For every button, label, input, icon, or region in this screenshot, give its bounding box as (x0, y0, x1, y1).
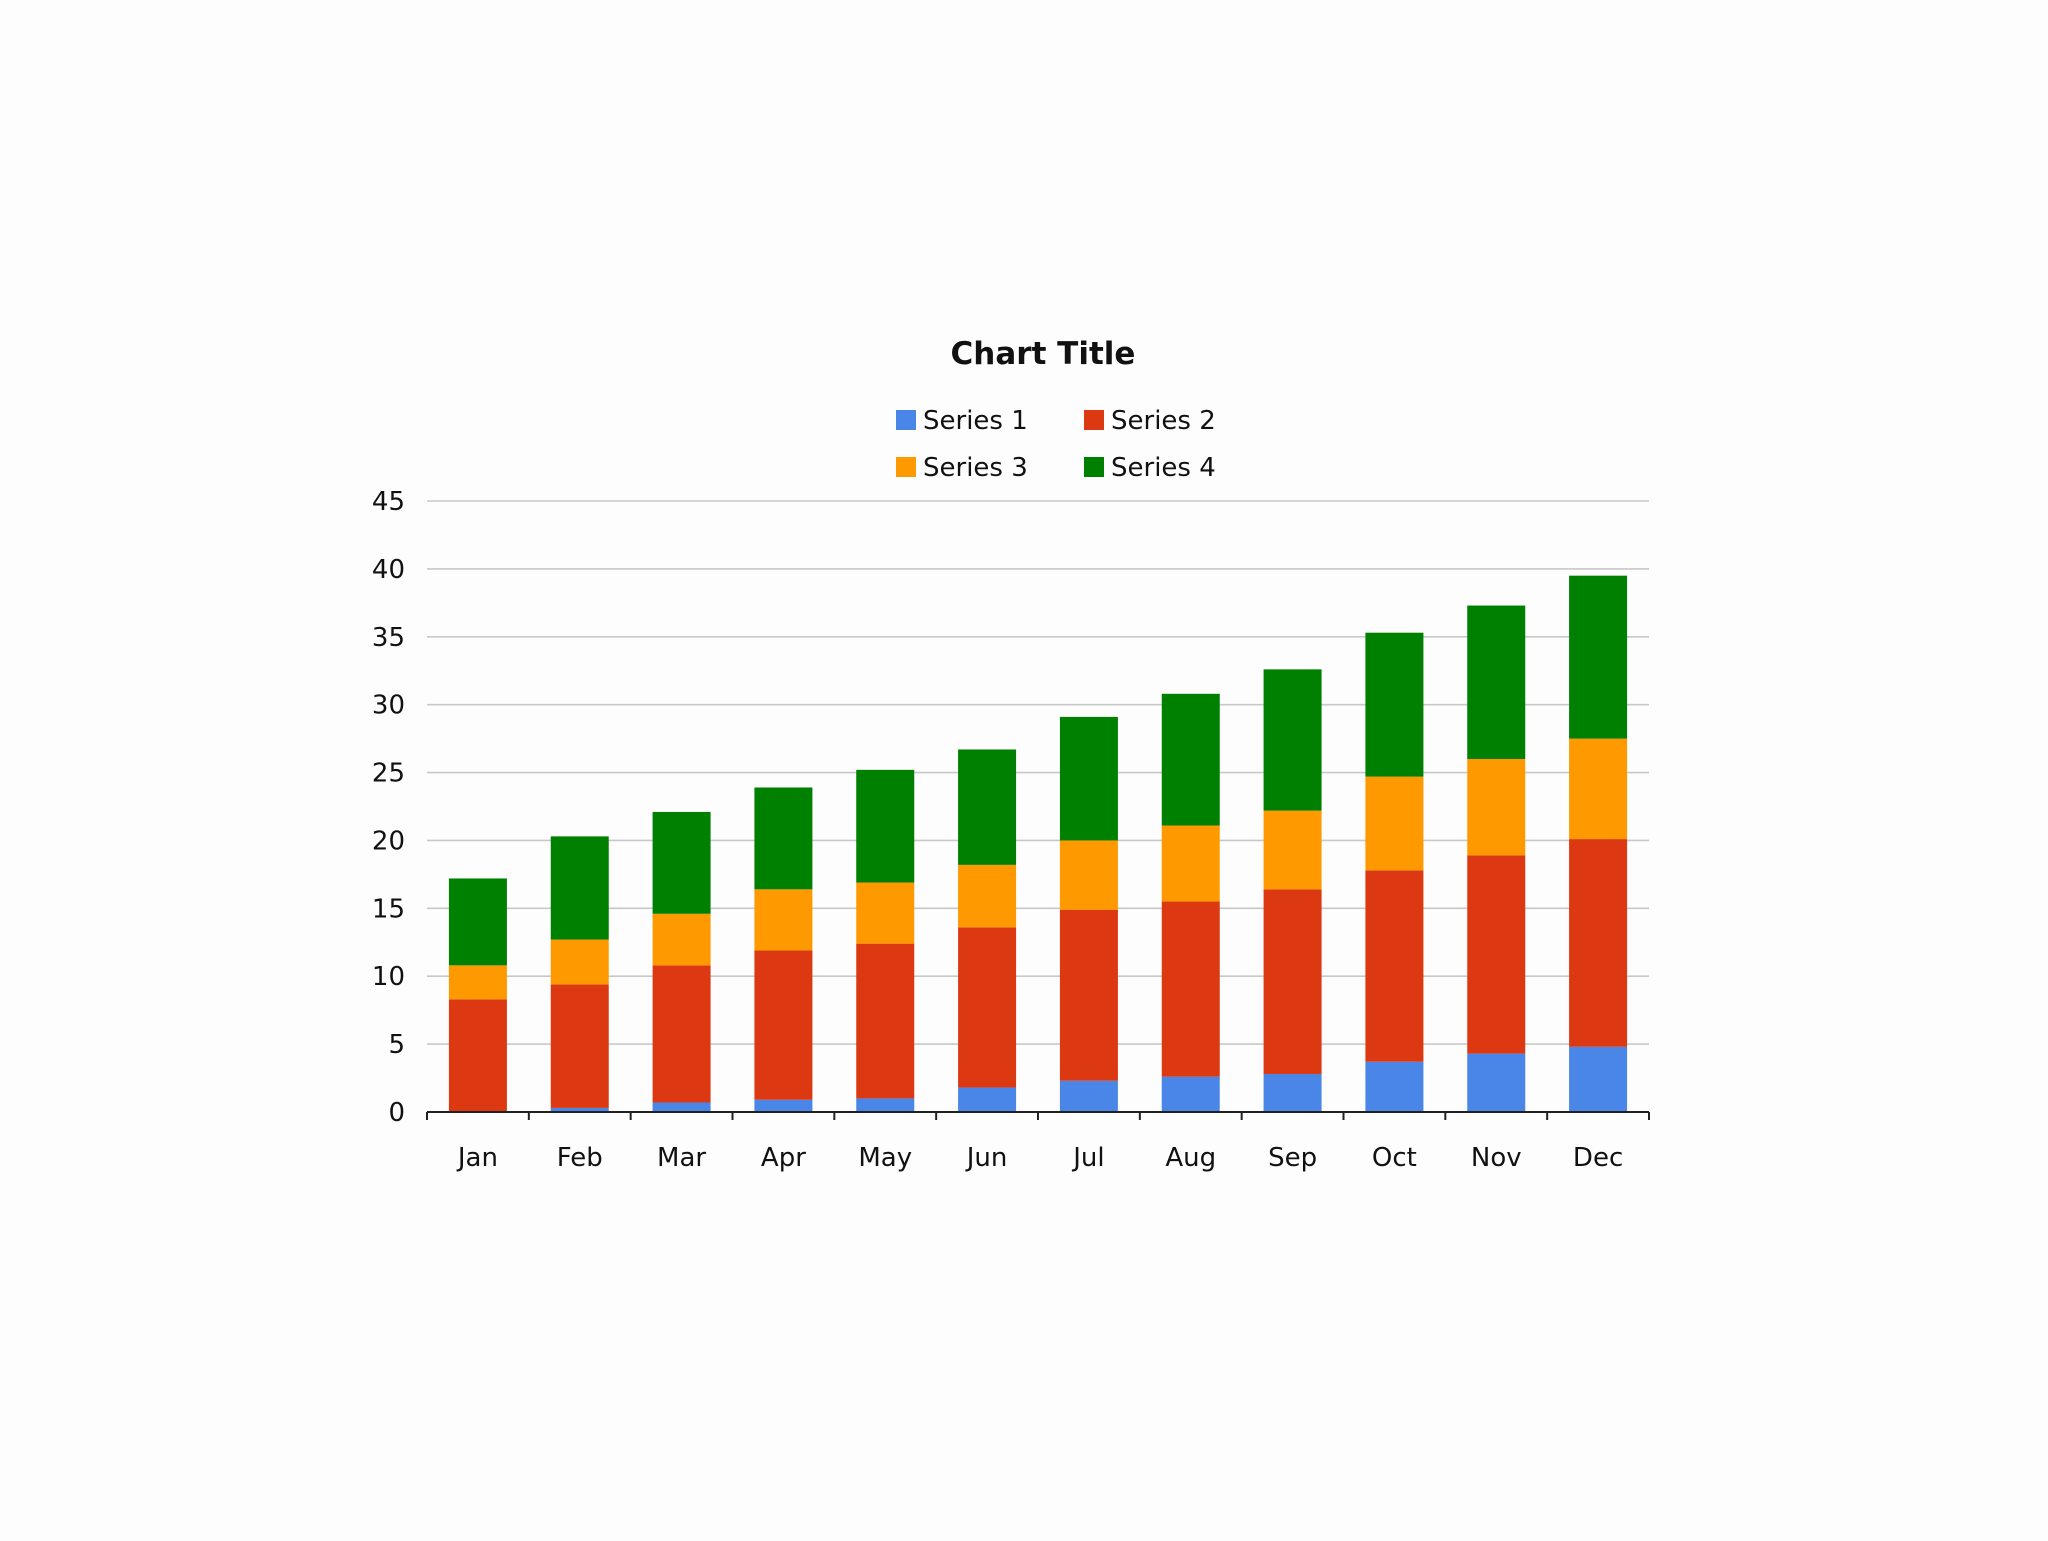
bar-segment-series-3-aug (1161, 825, 1220, 902)
x-tick-label-feb: Feb (557, 1143, 603, 1173)
legend-swatch (896, 410, 916, 430)
bar-segment-series-2-aug (1161, 901, 1220, 1077)
bar-segment-series-2-sep (1263, 889, 1322, 1074)
y-tick-label: 20 (372, 826, 405, 856)
x-tick-label-apr: Apr (761, 1143, 806, 1173)
gridlines (427, 500, 1649, 1045)
legend-item-series-2: Series 2 (1084, 406, 1216, 436)
bar-segment-series-3-jun (958, 864, 1017, 928)
bar-segment-series-4-feb (550, 836, 609, 940)
bar-segment-series-1-jun (958, 1087, 1017, 1112)
bar-segment-series-3-nov (1467, 758, 1526, 856)
x-tick-label-dec: Dec (1573, 1143, 1623, 1173)
x-tick-label-nov: Nov (1471, 1143, 1522, 1173)
y-tick-label: 15 (372, 894, 405, 924)
bar-segment-series-4-jul (1059, 716, 1118, 841)
bar-segment-series-1-sep (1263, 1073, 1322, 1112)
legend: Series 1 Series 2 Series 3 Series 4 (896, 406, 1216, 483)
bar-segment-series-2-may (856, 943, 915, 1099)
bar-segment-series-1-aug (1161, 1076, 1220, 1112)
bar-segment-series-1-jul (1059, 1080, 1118, 1112)
bar-segment-series-3-apr (754, 889, 813, 951)
x-tick-label-sep: Sep (1268, 1143, 1317, 1173)
bar-segment-series-1-dec (1569, 1046, 1628, 1112)
legend-swatch (1084, 457, 1104, 477)
bar-segment-series-4-mar (652, 811, 711, 914)
y-tick-label: 45 (372, 487, 405, 517)
bar-segment-series-1-apr (754, 1099, 813, 1112)
x-tick-label-oct: Oct (1372, 1143, 1417, 1173)
bar-segment-series-3-mar (652, 913, 711, 966)
y-axis-tick-labels: 0 5 10 15 20 25 30 35 40 45 (372, 487, 405, 1128)
bar-segment-series-2-mar (652, 965, 711, 1103)
bar-segment-series-3-dec (1569, 738, 1628, 840)
chart-title: Chart Title (951, 336, 1136, 372)
bar-segment-series-3-jul (1059, 840, 1118, 910)
legend-item-series-1: Series 1 (896, 406, 1028, 436)
bar-segment-series-1-feb (550, 1107, 609, 1112)
x-tick-label-aug: Aug (1165, 1143, 1216, 1173)
x-tick-label-mar: Mar (657, 1143, 706, 1173)
legend-label: Series 1 (923, 406, 1028, 436)
y-tick-label: 25 (372, 759, 405, 789)
y-tick-label: 5 (388, 1030, 405, 1060)
bar-segment-series-1-may (856, 1098, 915, 1112)
legend-label: Series 3 (923, 453, 1028, 483)
bar-segment-series-4-apr (754, 787, 813, 890)
bar-segment-series-3-feb (550, 939, 609, 985)
bar-segment-series-4-may (856, 769, 915, 883)
legend-swatch (896, 457, 916, 477)
bar-segment-series-2-apr (754, 950, 813, 1100)
y-tick-label: 30 (372, 691, 405, 721)
bar-segment-series-3-jan (448, 965, 507, 1000)
x-tick-label-jul: Jul (1071, 1143, 1104, 1173)
bar-segment-series-4-oct (1365, 632, 1424, 777)
legend-label: Series 2 (1111, 406, 1216, 436)
y-tick-label: 35 (372, 623, 405, 653)
bar-segment-series-1-nov (1467, 1053, 1526, 1112)
bar-segment-series-4-nov (1467, 605, 1526, 759)
legend-item-series-3: Series 3 (896, 453, 1028, 483)
bar-segment-series-2-feb (550, 984, 609, 1108)
legend-label: Series 4 (1111, 453, 1216, 483)
y-tick-label: 0 (388, 1098, 405, 1128)
bar-segment-series-2-oct (1365, 870, 1424, 1062)
bar-segment-series-4-aug (1161, 693, 1220, 826)
legend-swatch (1084, 410, 1104, 430)
y-tick-label: 40 (372, 555, 405, 585)
bar-segment-series-4-sep (1263, 669, 1322, 811)
bar-segment-series-4-jan (448, 878, 507, 966)
x-tick-label-may: May (858, 1143, 912, 1173)
axes (426, 1111, 1650, 1120)
bar-segment-series-4-jun (958, 749, 1017, 865)
bar-segment-series-1-mar (652, 1102, 711, 1112)
legend-item-series-4: Series 4 (1084, 453, 1216, 483)
y-tick-label: 10 (372, 962, 405, 992)
bar-segment-series-1-oct (1365, 1061, 1424, 1112)
x-axis-tick-labels: Jan Feb Mar Apr May Jun Jul Aug Sep Oct Nov Dec (456, 1143, 1623, 1173)
bar-segment-series-2-dec (1569, 839, 1628, 1047)
bar-segment-series-2-jun (958, 927, 1017, 1088)
bar-segment-series-4-dec (1569, 575, 1628, 739)
x-tick-label-jun: Jun (965, 1143, 1008, 1173)
bar-segment-series-2-nov (1467, 855, 1526, 1054)
bar-segment-series-3-oct (1365, 776, 1424, 871)
bars (448, 575, 1628, 1112)
bar-segment-series-3-sep (1263, 810, 1322, 890)
bar-segment-series-2-jul (1059, 909, 1118, 1081)
x-tick-label-jan: Jan (456, 1143, 498, 1173)
bar-segment-series-2-jan (448, 999, 507, 1112)
bar-segment-series-3-may (856, 882, 915, 944)
